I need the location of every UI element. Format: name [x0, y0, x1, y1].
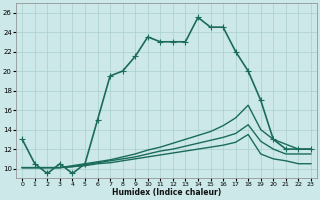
X-axis label: Humidex (Indice chaleur): Humidex (Indice chaleur): [112, 188, 221, 197]
